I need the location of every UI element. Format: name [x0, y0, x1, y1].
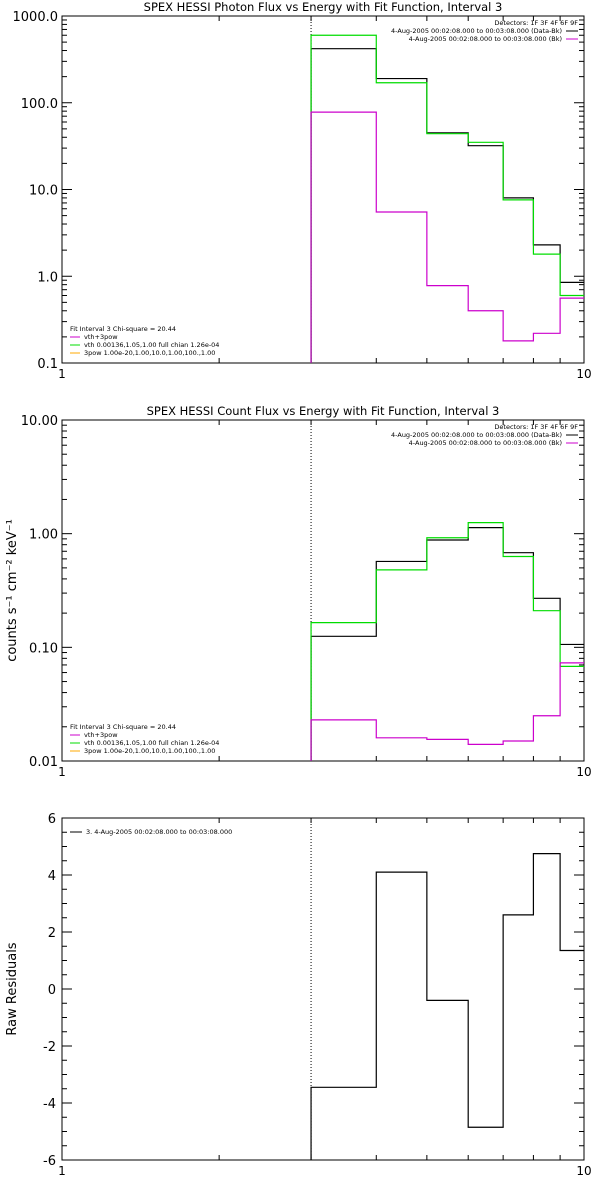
legend-label: vth 0.00136,1.05,1.00 full chian 1.26e-0… [84, 739, 219, 747]
y-tick-label: 1.00 [29, 528, 58, 543]
y-tick-label: -6 [43, 1154, 56, 1169]
y-tick-label: 0.1 [37, 357, 58, 372]
plot-frame [61, 419, 585, 762]
legend-label: 3pow 1.00e-20,1.00,10.0,1.00,100.,1.00 [84, 349, 215, 357]
y-tick-label: 100.0 [21, 97, 58, 112]
legend-label: 4-Aug-2005 00:02:08.000 to 00:03:08.000 … [391, 431, 562, 439]
legend-label: 3pow 1.00e-20,1.00,10.0,1.00,100.,1.00 [84, 747, 215, 755]
legend-label: vth 0.00136,1.05,1.00 full chian 1.26e-0… [84, 341, 219, 349]
y-tick-label: 4 [48, 869, 56, 884]
panel-2: SPEX HESSI Count Flux vs Energy with Fit… [5, 404, 592, 779]
x-tick-label: 10 [576, 1164, 591, 1178]
series-line-3 [310, 111, 584, 363]
y-tick-label: 1.0 [37, 270, 58, 285]
y-tick-label: 10.0 [29, 184, 58, 199]
legend-right-header: Detectors: 1F 3F 4F 6F 9F [494, 19, 578, 27]
legend-label: 4-Aug-2005 00:02:08.000 to 00:03:08.000 … [409, 35, 562, 43]
series-line-1 [310, 527, 584, 761]
legend-label: vth+3pow [84, 333, 118, 341]
series-group [310, 522, 584, 761]
y-tick-label: 10.00 [21, 414, 58, 429]
y-tick-label: -4 [43, 1097, 56, 1112]
x-tick-label: 1 [58, 1164, 66, 1178]
chart-title: SPEX HESSI Count Flux vs Energy with Fit… [147, 404, 500, 418]
legend-label: 3. 4-Aug-2005 00:02:08.000 to 00:03:08.0… [86, 828, 232, 836]
y-tick-label: 1000.0 [13, 10, 59, 25]
x-tick-label: 10 [576, 367, 591, 381]
series-line-2 [310, 522, 584, 761]
plot-frame [61, 15, 585, 364]
y-tick-label: 6 [48, 812, 56, 827]
y-axis-label: counts s⁻¹ cm⁻² keV⁻¹ [5, 519, 20, 662]
y-tick-label: 0 [48, 983, 56, 998]
y-tick-label: 2 [48, 926, 56, 941]
x-tick-label: 10 [576, 765, 591, 779]
y-tick-label: -2 [43, 1040, 56, 1055]
y-tick-label: 0.10 [29, 641, 58, 656]
chart-title: SPEX HESSI Photon Flux vs Energy with Fi… [144, 0, 503, 14]
panel-1: SPEX HESSI Photon Flux vs Energy with Fi… [13, 0, 592, 381]
y-axis-label: Raw Residuals [5, 942, 20, 1035]
legend-label: vth+3pow [84, 731, 118, 739]
panel-3: 1 10 -6 -4 -2 0 2 4 6 Raw Residuals 3. 4-Aug-2005 … [5, 812, 592, 1178]
legend-left-header: Fit Interval 3 Chi-square = 20.44 [70, 325, 176, 333]
y-tick-label: 0.01 [29, 755, 58, 770]
legend-label: 4-Aug-2005 00:02:08.000 to 00:03:08.000 … [409, 439, 562, 447]
series-line-2 [310, 34, 584, 363]
series-group [310, 34, 584, 363]
series-line-1 [310, 48, 584, 363]
series-group [310, 853, 584, 1160]
x-tick-label: 1 [58, 765, 66, 779]
series-line-3 [310, 662, 584, 761]
x-tick-label: 1 [58, 367, 66, 381]
plot-frame [61, 817, 585, 1161]
legend-left-header: Fit Interval 3 Chi-square = 20.44 [70, 723, 176, 731]
series-line-1 [310, 853, 584, 1160]
legend-label: 4-Aug-2005 00:02:08.000 to 00:03:08.000 … [391, 27, 562, 35]
legend-right-header: Detectors: 1F 3F 4F 6F 9F [494, 423, 578, 431]
